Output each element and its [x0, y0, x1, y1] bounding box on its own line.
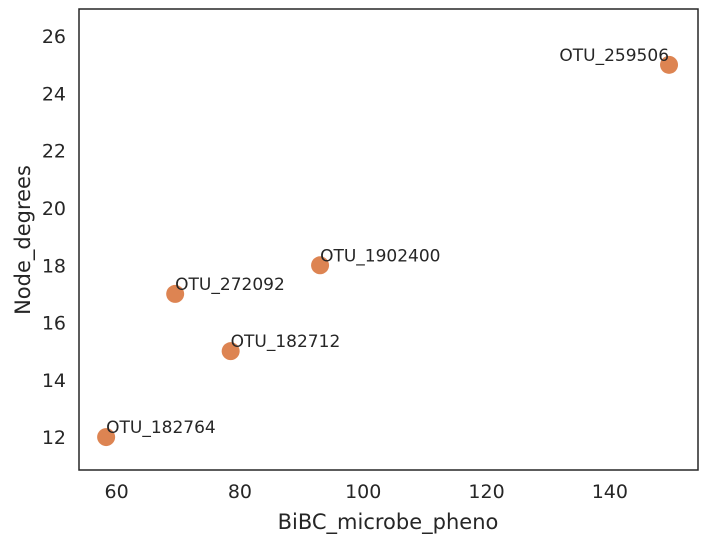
- y-tick-label: 18: [42, 255, 66, 277]
- plot-area: [78, 8, 699, 471]
- data-point-label: OTU_182712: [231, 332, 341, 352]
- data-point-label: OTU_1902400: [320, 246, 440, 266]
- x-tick-label: 60: [105, 481, 129, 503]
- data-point: [97, 428, 116, 447]
- data-points: OTU_182764 OTU_272092 OTU_182712 OTU_190240…: [97, 46, 679, 447]
- y-tick-label: 12: [42, 427, 66, 449]
- y-tick-label: 22: [42, 141, 66, 163]
- y-tick-label: 14: [42, 370, 66, 392]
- data-point: [660, 55, 679, 74]
- y-tick-label: 20: [42, 198, 66, 220]
- data-point-label: OTU_272092: [175, 275, 285, 295]
- y-tick-label: 16: [42, 313, 66, 335]
- y-axis-title: Node_degrees: [11, 165, 36, 315]
- data-point: [166, 284, 185, 303]
- x-axis-title: BiBC_microbe_pheno: [278, 510, 499, 535]
- y-tick-label: 24: [42, 83, 66, 105]
- data-point-label: OTU_182764: [106, 418, 216, 438]
- data-point-label: OTU_259506: [559, 46, 669, 66]
- y-axis-ticks: 12 14 16 18 20 22 24 26: [42, 26, 66, 449]
- x-tick-label: 80: [228, 481, 252, 503]
- x-tick-label: 100: [345, 481, 381, 503]
- x-tick-label: 140: [592, 481, 628, 503]
- data-point: [221, 342, 240, 361]
- data-point: [311, 256, 330, 275]
- x-axis-ticks: 60 80 100 120 140: [105, 481, 628, 503]
- x-tick-label: 120: [468, 481, 504, 503]
- y-tick-label: 26: [42, 26, 66, 48]
